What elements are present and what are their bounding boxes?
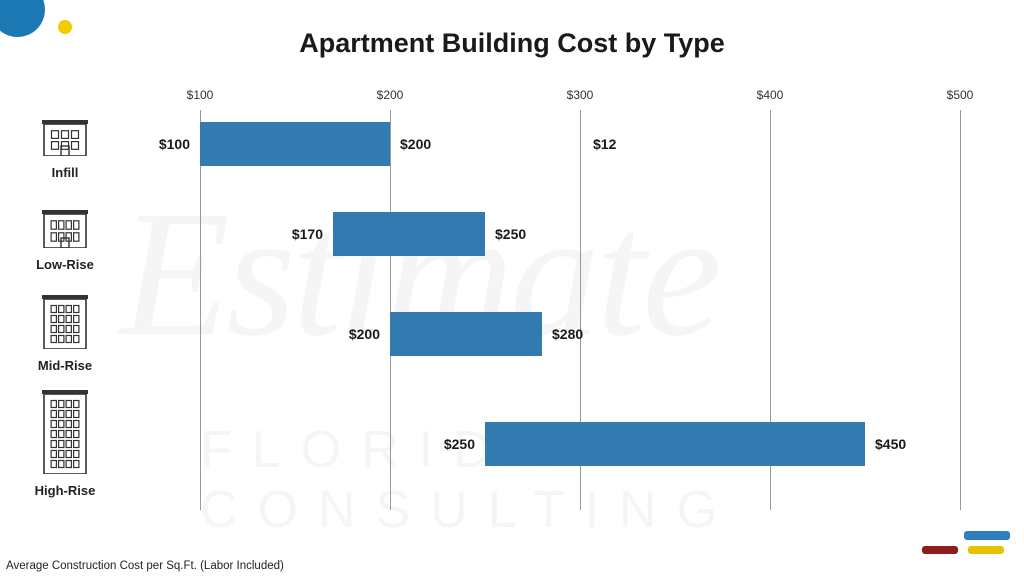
x-tick-label: $300 xyxy=(567,88,594,102)
category-item: Mid-Rise xyxy=(0,295,130,373)
building-icon xyxy=(42,295,88,354)
decor-dash xyxy=(922,546,958,554)
bar-low-label: $170 xyxy=(292,226,333,242)
category-label: Infill xyxy=(0,165,130,180)
x-tick-label: $500 xyxy=(947,88,974,102)
category-item: Low-Rise xyxy=(0,210,130,272)
decor-dash xyxy=(964,531,1010,540)
building-icon xyxy=(42,210,88,253)
bar-low-label: $100 xyxy=(159,136,200,152)
category-label: Mid-Rise xyxy=(0,358,130,373)
chart-row: $100$200 xyxy=(200,122,960,166)
range-bar xyxy=(333,212,485,256)
category-column: Infill Low-Rise Mid-Rise High-Rise xyxy=(0,90,130,510)
category-label: Low-Rise xyxy=(0,257,130,272)
bar-high-label: $250 xyxy=(485,226,526,242)
x-tick-label: $200 xyxy=(377,88,404,102)
category-item: High-Rise xyxy=(0,390,130,498)
chart-row: $200 $280 xyxy=(200,312,960,356)
x-tick-label: $100 xyxy=(187,88,214,102)
corner-dashes xyxy=(910,524,1010,554)
building-icon xyxy=(42,120,88,161)
category-label: High-Rise xyxy=(0,483,130,498)
bar-low-label: $250 xyxy=(444,436,485,452)
decor-dash xyxy=(968,546,1004,554)
x-tick-label: $400 xyxy=(757,88,784,102)
range-bar xyxy=(485,422,865,466)
bar-high-label: $200 xyxy=(390,136,431,152)
bar-high-label: $280 xyxy=(542,326,583,342)
chart-caption: Average Construction Cost per Sq.Ft. (La… xyxy=(6,560,284,572)
bar-low-label: $200 xyxy=(349,326,390,342)
gridline xyxy=(960,110,961,510)
range-bar xyxy=(390,312,542,356)
page-title: Apartment Building Cost by Type xyxy=(0,28,1024,59)
category-item: Infill xyxy=(0,120,130,180)
bar-high-label: $450 xyxy=(865,436,906,452)
range-bar xyxy=(200,122,390,166)
floating-value-label: $12 xyxy=(593,136,616,152)
chart-row: $170 $250 xyxy=(200,212,960,256)
chart-row: $250 $450 xyxy=(200,422,960,466)
cost-range-chart: $100$200$300$400$500$100$200$170$250$200… xyxy=(200,90,960,510)
building-icon xyxy=(42,390,88,479)
